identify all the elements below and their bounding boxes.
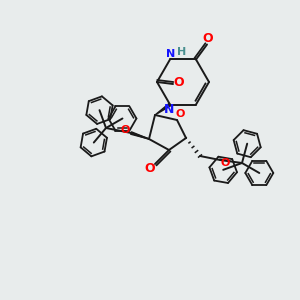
Text: O: O [120, 125, 130, 135]
Text: O: O [145, 163, 155, 176]
Text: O: O [203, 32, 213, 45]
Text: O: O [174, 76, 184, 89]
Polygon shape [130, 132, 149, 139]
Text: N: N [164, 103, 174, 116]
Text: N: N [167, 50, 176, 59]
Polygon shape [155, 103, 171, 115]
Text: O: O [220, 158, 230, 168]
Text: O: O [175, 109, 185, 119]
Text: H: H [177, 47, 187, 58]
